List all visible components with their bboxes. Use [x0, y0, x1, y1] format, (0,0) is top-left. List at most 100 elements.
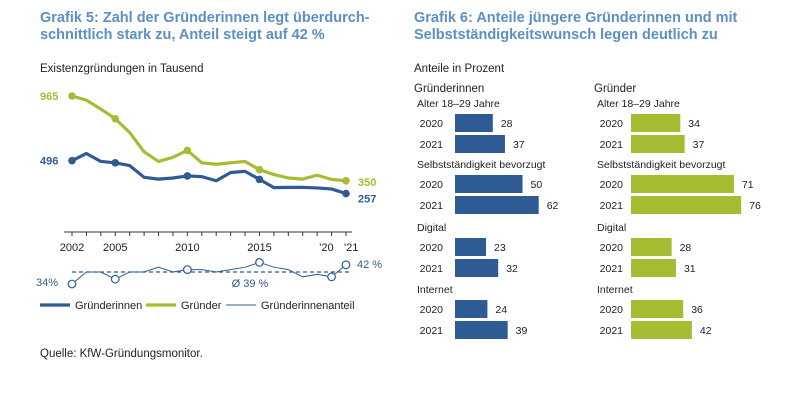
bar-year-label: 2021: [420, 263, 444, 275]
data-label: 965: [40, 91, 58, 103]
data-point: [68, 92, 76, 100]
share-point: [255, 258, 264, 267]
bar: [631, 196, 742, 214]
bar: [631, 321, 692, 339]
group-label: Internet: [597, 284, 633, 296]
bar-year-label: 2021: [420, 139, 444, 151]
right-title-line-1: Grafik 6: Anteile jüngere Gründerinnen u…: [414, 10, 738, 26]
bar-year-label: 2021: [600, 200, 624, 212]
x-tick-label: '21: [344, 242, 358, 254]
data-point: [342, 189, 350, 198]
bar-year-label: 2020: [420, 304, 444, 316]
series-line-gründer: [70, 94, 348, 183]
data-label: 257: [358, 194, 376, 206]
group-label: Internet: [417, 284, 453, 296]
bar-year-label: 2020: [420, 118, 444, 130]
bar-year-label: 2020: [600, 304, 624, 316]
x-tick-label: '20: [319, 242, 333, 254]
bar: [631, 300, 684, 318]
share-start-label: 34%: [36, 277, 58, 289]
bar-value-label: 37: [513, 139, 525, 151]
bar: [455, 175, 523, 193]
data-point: [68, 156, 76, 165]
legend-label-share: Gründerinnenanteil: [261, 300, 355, 312]
left-title-line-1: Grafik 5: Zahl der Gründerinnen legt übe…: [40, 10, 370, 26]
share-point: [67, 279, 77, 289]
left-title-line-2: schnittlich stark zu, Anteil steigt auf …: [40, 27, 325, 43]
legend-label-female: Gründerinnen: [75, 300, 142, 312]
bar-value-label: 50: [531, 179, 543, 191]
data-point: [183, 172, 192, 180]
left-chart-title: Grafik 5: Zahl der Gründerinnen legt übe…: [40, 10, 370, 44]
bar: [455, 321, 508, 339]
series-line-gründerinnen: [70, 151, 348, 196]
bar-year-label: 2020: [600, 242, 624, 254]
group-label: Selbstständigkeit bevorzugt: [417, 159, 545, 171]
bar: [455, 238, 487, 256]
share-point: [182, 265, 192, 275]
bar-value-label: 31: [684, 263, 696, 275]
group-label: Selbstständigkeit bevorzugt: [597, 159, 725, 171]
bar-year-label: 2021: [420, 325, 444, 337]
bar-value-label: 34: [688, 118, 700, 130]
x-tick-label: 2010: [175, 242, 199, 254]
bar-year-label: 2021: [600, 325, 624, 337]
bar-value-label: 36: [691, 304, 703, 316]
bar: [631, 175, 734, 193]
bar: [455, 114, 493, 132]
share-average-label: Ø 39 %: [232, 278, 269, 290]
group-label: Digital: [597, 222, 626, 234]
bar: [631, 238, 672, 256]
bar-value-label: 23: [494, 242, 506, 254]
data-label: 496: [40, 156, 58, 168]
bar-value-label: 28: [680, 242, 692, 254]
bar-year-label: 2021: [420, 200, 444, 212]
x-tick-label: 2015: [247, 242, 271, 254]
group-label: Alter 18–29 Jahre: [417, 98, 500, 110]
bar: [455, 300, 488, 318]
data-point: [111, 114, 120, 123]
share-point: [341, 260, 351, 270]
left-chart-subtitle: Existenzgründungen in Tausend: [40, 63, 204, 75]
group-label: Alter 18–29 Jahre: [597, 98, 680, 110]
bar-value-label: 32: [506, 263, 518, 275]
bar: [455, 259, 499, 277]
data-point: [255, 165, 264, 174]
panel-title: Gründerinnen: [414, 83, 484, 95]
data-point: [183, 146, 192, 155]
bar: [455, 196, 539, 214]
data-point: [111, 159, 120, 167]
bar-value-label: 71: [742, 179, 754, 191]
bar-value-label: 24: [495, 304, 507, 316]
bar-year-label: 2021: [600, 139, 624, 151]
bar-value-label: 76: [749, 200, 761, 212]
data-label: 350: [358, 177, 376, 189]
right-title-line-2: Selbstständigkeitswunsch legen deutlich …: [414, 27, 718, 43]
bar-year-label: 2020: [600, 179, 624, 191]
share-point: [327, 272, 336, 282]
legend-label-male: Gründer: [181, 300, 222, 312]
panel-title: Gründer: [594, 83, 636, 95]
right-chart-title: Grafik 6: Anteile jüngere Gründerinnen u…: [414, 10, 737, 44]
data-point: [255, 175, 264, 184]
bar: [455, 135, 505, 153]
source-note: Quelle: KfW-Gründungsmonitor.: [40, 348, 203, 360]
bar-value-label: 37: [693, 139, 705, 151]
share-point: [110, 274, 120, 284]
bar-year-label: 2020: [420, 179, 444, 191]
bar-value-label: 28: [501, 118, 513, 130]
bar: [631, 259, 676, 277]
bar: [631, 114, 681, 132]
x-tick-label: 2005: [103, 242, 127, 254]
bar-year-label: 2021: [600, 263, 624, 275]
share-end-label: 42 %: [357, 259, 382, 271]
data-point: [342, 176, 350, 185]
bar-value-label: 42: [700, 325, 712, 337]
bar-year-label: 2020: [420, 242, 444, 254]
bar-value-label: 62: [547, 200, 559, 212]
bar: [631, 135, 685, 153]
bar-year-label: 2020: [600, 118, 624, 130]
group-label: Digital: [417, 222, 446, 234]
bar-value-label: 39: [516, 325, 528, 337]
